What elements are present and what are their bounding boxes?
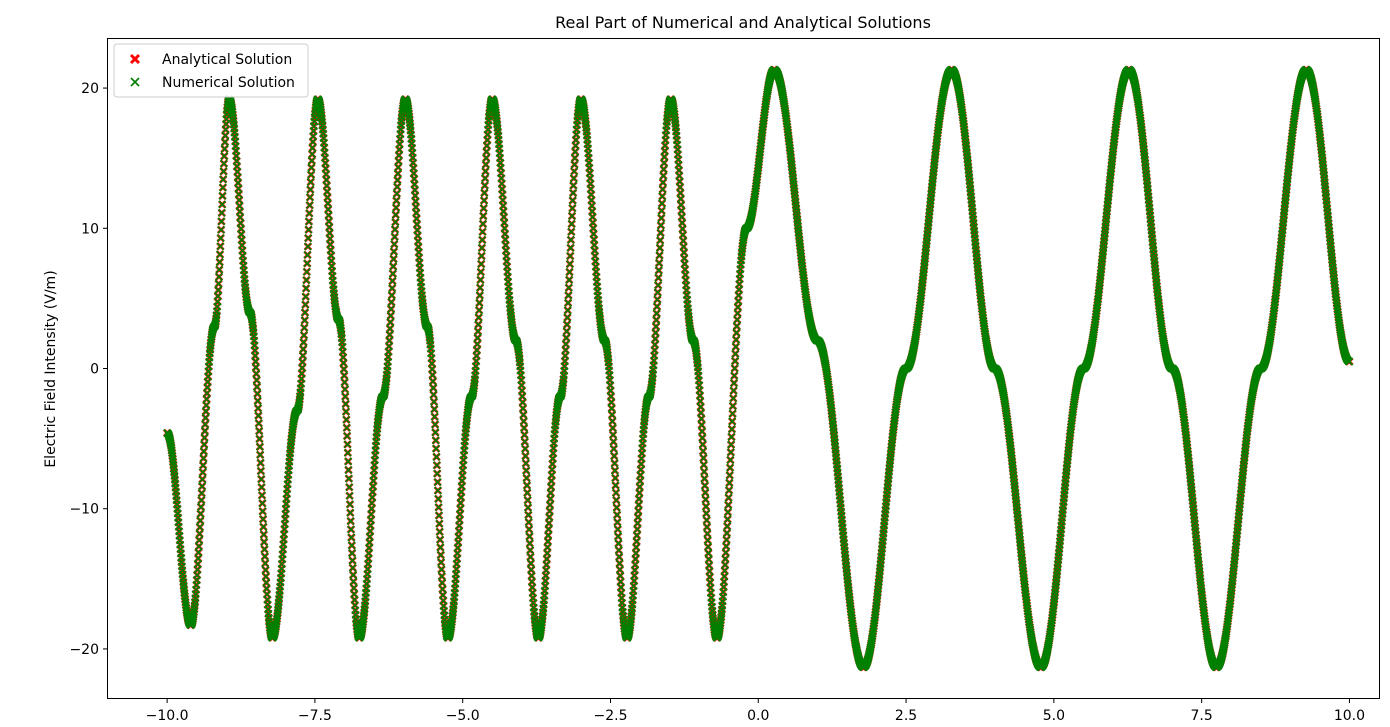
data-point: [270, 636, 274, 640]
series-layer: [162, 65, 1354, 672]
data-point: [815, 339, 819, 342]
data-point: [772, 68, 776, 72]
data-point: [647, 395, 651, 398]
x-tick-label: 10.0: [1334, 708, 1365, 724]
x-tick-label: −10.0: [146, 708, 189, 724]
data-point: [1304, 68, 1308, 72]
series-numerical: [163, 65, 1354, 672]
x-axis: −10.0 −7.5 −5.0 −2.5 0.0 2.5 5.0 7.5 10.0: [146, 698, 1365, 724]
x-tick-label: 7.5: [1191, 708, 1213, 724]
x-tick-label: −5.0: [446, 708, 480, 724]
y-axis-label: Electric Field Intensity (V/m): [43, 270, 59, 467]
x-tick-label: 0.0: [747, 708, 769, 724]
data-point: [669, 97, 673, 101]
data-point: [227, 97, 231, 101]
y-tick-label: −20: [69, 642, 99, 658]
data-point: [212, 324, 216, 328]
data-point: [625, 636, 629, 640]
data-point: [403, 97, 407, 101]
x-tick-label: 2.5: [895, 708, 917, 724]
plot-frame: [107, 38, 1380, 699]
x-tick-label: −2.5: [593, 708, 627, 724]
data-point: [579, 97, 583, 101]
data-point: [295, 409, 299, 413]
data-point: [514, 339, 518, 342]
chart-title: Real Part of Numerical and Analytical So…: [555, 13, 931, 32]
data-point: [745, 226, 748, 230]
y-tick-label: 10: [81, 221, 99, 237]
data-point: [425, 324, 429, 328]
x-tick-label: −7.5: [298, 708, 332, 724]
data-point: [1170, 367, 1174, 370]
data-point: [316, 97, 320, 101]
data-point: [950, 68, 954, 72]
data-point: [1214, 665, 1218, 669]
data-point: [189, 623, 193, 627]
legend-marker: [130, 77, 140, 87]
data-point: [862, 665, 865, 669]
data-point: [381, 395, 385, 398]
data-point: [1347, 360, 1351, 363]
data-point: [603, 339, 607, 342]
legend-box: [113, 43, 309, 98]
x-tick-label: 5.0: [1043, 708, 1065, 724]
data-point: [993, 367, 997, 370]
y-tick-label: 20: [81, 81, 99, 97]
y-tick-label: −10: [69, 502, 99, 518]
data-point: [691, 339, 695, 342]
data-point: [446, 636, 450, 640]
legend-marker: [129, 53, 141, 65]
data-point: [490, 97, 494, 101]
data-point: [536, 636, 540, 640]
data-point: [337, 317, 341, 321]
data-point: [470, 395, 474, 398]
data-point: [357, 636, 361, 640]
data-point: [1259, 367, 1263, 370]
data-point: [1039, 665, 1043, 669]
legend-label: Analytical Solution: [162, 52, 292, 68]
y-axis: −20 −10 0 10 20: [69, 81, 108, 658]
legend-label: Numerical Solution: [162, 75, 295, 91]
legend: Analytical Solution Numerical Solution: [113, 43, 309, 98]
data-point: [1081, 367, 1085, 370]
data-point: [715, 636, 719, 640]
data-point: [165, 431, 169, 435]
data-point: [558, 395, 562, 398]
data-point: [1127, 68, 1131, 72]
data-point: [904, 367, 908, 370]
data-point: [248, 310, 252, 314]
y-tick-label: 0: [90, 362, 99, 378]
